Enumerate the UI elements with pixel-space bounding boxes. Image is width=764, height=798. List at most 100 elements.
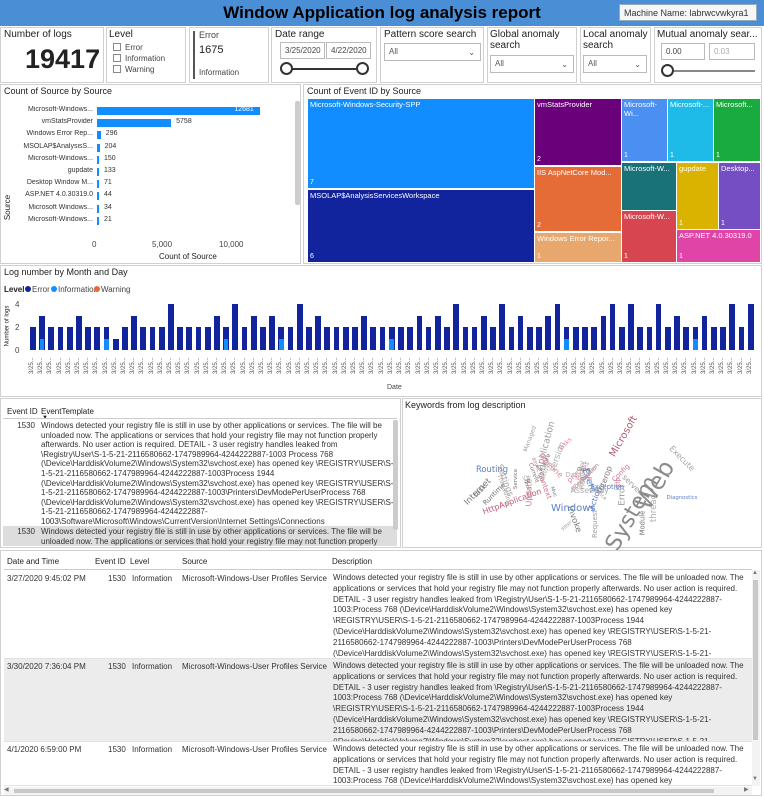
day-bar-error[interactable] xyxy=(352,327,358,350)
source-bar[interactable] xyxy=(97,131,101,140)
day-bar-error[interactable] xyxy=(398,327,404,350)
day-bar-error[interactable] xyxy=(508,327,515,350)
wordcloud-word[interactable]: Service xyxy=(512,468,519,489)
treemap-tile-aspnet[interactable]: ASP.NET 4.0.30319.0 1 xyxy=(676,229,761,263)
wordcloud-word[interactable]: Data xyxy=(565,470,582,479)
wordcloud-word[interactable]: Module xyxy=(638,510,647,536)
day-bar-error[interactable] xyxy=(214,315,220,350)
day-bar-error[interactable] xyxy=(149,327,156,350)
local-anomaly-dropdown[interactable]: All ⌄ xyxy=(583,55,647,73)
mutual-anomaly-min-input[interactable]: 0.00 xyxy=(661,43,705,60)
col-event-id[interactable]: Event ID xyxy=(7,407,38,416)
day-bar-error[interactable] xyxy=(39,315,45,350)
table-row[interactable]: 4/1/2020 6:59:00 PM 1530 Information Mic… xyxy=(4,742,752,786)
treemap-tile-security-spp[interactable]: Microsoft-Windows-Security-SPP 7 xyxy=(307,98,535,189)
day-bar-error[interactable] xyxy=(287,327,294,350)
source-bar[interactable] xyxy=(97,107,261,115)
day-bar-error[interactable] xyxy=(416,315,423,350)
checkbox-icon[interactable] xyxy=(113,54,121,62)
date-start-input[interactable]: 3/25/2020 xyxy=(280,42,325,59)
day-bar-error[interactable] xyxy=(646,327,653,350)
template-scrollbar[interactable] xyxy=(393,420,398,530)
table-row[interactable]: 3/27/2020 9:45:02 PM 1530 Information Mi… xyxy=(4,571,752,659)
mutual-slider-track[interactable] xyxy=(667,70,755,72)
day-bar-error[interactable] xyxy=(94,327,101,350)
wordcloud-word[interactable]: Diagnostics xyxy=(666,495,698,502)
day-bar-information[interactable] xyxy=(104,338,109,350)
day-bar-error[interactable] xyxy=(131,315,137,350)
day-bar-error[interactable] xyxy=(407,327,413,350)
day-bar-error[interactable] xyxy=(618,327,625,350)
day-bar-error[interactable] xyxy=(342,327,349,350)
day-bar-error[interactable] xyxy=(232,304,239,350)
level-option-information[interactable]: Information xyxy=(113,54,165,63)
col-description[interactable]: Description xyxy=(332,557,373,566)
source-chart-scrollbar[interactable] xyxy=(295,101,300,205)
day-bar-error[interactable] xyxy=(48,327,55,350)
day-bar-error[interactable] xyxy=(701,315,708,350)
treemap-tile-ms-5[interactable]: Microsoft-W... 1 xyxy=(621,210,677,263)
day-bar-error[interactable] xyxy=(471,327,478,350)
day-bar-error[interactable] xyxy=(499,304,506,350)
day-bar-error[interactable] xyxy=(76,315,82,350)
day-bar-error[interactable] xyxy=(122,327,128,350)
table-vscroll-thumb[interactable] xyxy=(753,580,758,740)
scroll-down-icon[interactable]: ▼ xyxy=(752,776,758,782)
day-bar-error[interactable] xyxy=(591,327,598,350)
scroll-left-icon[interactable]: ◀ xyxy=(4,787,9,793)
day-bar-error[interactable] xyxy=(526,327,533,350)
day-bar-error[interactable] xyxy=(655,304,662,350)
treemap-tile-ms-3[interactable]: Microsoft... 1 xyxy=(713,98,761,162)
wordcloud-word[interactable]: Routing xyxy=(476,464,509,475)
day-bar-error[interactable] xyxy=(738,327,745,350)
date-slider-start-handle[interactable] xyxy=(280,62,293,75)
day-bar-error[interactable] xyxy=(269,315,275,350)
day-bar-error[interactable] xyxy=(379,327,386,350)
day-bar-information[interactable] xyxy=(693,338,698,350)
day-bar-error[interactable] xyxy=(747,304,754,350)
day-bar-error[interactable] xyxy=(434,315,441,350)
treemap-tile-vmstats[interactable]: vmStatsProvider 2 xyxy=(534,98,622,166)
treemap-tile-wer[interactable]: Windows Error Repor... 1 xyxy=(534,232,622,263)
day-bar-error[interactable] xyxy=(720,327,726,350)
day-bar-information[interactable] xyxy=(564,338,569,350)
day-bar-error[interactable] xyxy=(425,327,432,350)
day-bar-error[interactable] xyxy=(683,327,690,350)
day-bar-information[interactable] xyxy=(389,338,395,350)
wordcloud-word[interactable]: thread xyxy=(649,494,660,523)
day-bar-information[interactable] xyxy=(223,338,229,350)
table-vscroll[interactable]: ▲ ▼ xyxy=(752,570,760,786)
legend-information[interactable]: Information xyxy=(51,285,98,294)
mutual-anomaly-max-input[interactable]: 0.03 xyxy=(709,43,755,60)
day-bar-error[interactable] xyxy=(168,304,174,350)
machine-name-filter[interactable]: Machine Name: labrwcvwkyra1 xyxy=(619,4,757,21)
day-bar-error[interactable] xyxy=(572,327,579,350)
wordcloud-word[interactable]: Assembly xyxy=(570,486,609,496)
day-bar-error[interactable] xyxy=(333,327,340,350)
pattern-search-dropdown[interactable]: All ⌄ xyxy=(384,43,481,61)
day-bar-error[interactable] xyxy=(186,327,193,350)
source-bar[interactable] xyxy=(97,155,99,164)
day-bar-error[interactable] xyxy=(628,304,634,350)
source-bar[interactable] xyxy=(97,204,99,213)
mutual-slider-handle[interactable] xyxy=(661,64,674,77)
day-bar-error[interactable] xyxy=(306,327,312,350)
table-row[interactable]: 3/30/2020 7:36:04 PM 1530 Information Mi… xyxy=(4,659,752,742)
checkbox-icon[interactable] xyxy=(113,43,121,51)
date-end-input[interactable]: 4/22/2020 xyxy=(326,42,371,59)
treemap-tile-desktop[interactable]: Desktop... 1 xyxy=(718,162,761,230)
wordcloud-word[interactable]: Exception xyxy=(590,482,625,491)
date-slider-track[interactable] xyxy=(286,68,364,70)
template-row[interactable]: 1530 Windows detected your registry file… xyxy=(3,526,397,546)
source-bar[interactable] xyxy=(97,192,99,201)
day-bar-error[interactable] xyxy=(195,327,202,350)
day-bar-error[interactable] xyxy=(57,327,64,350)
treemap-tile-ms-4[interactable]: Microsoft-W... xyxy=(621,162,677,211)
col-level[interactable]: Level xyxy=(130,557,150,566)
wordcloud-word[interactable]: Managed xyxy=(523,424,539,453)
wordcloud-word[interactable]: Request xyxy=(590,509,599,538)
source-bar[interactable] xyxy=(97,168,99,176)
day-bar-error[interactable] xyxy=(85,327,91,350)
wordcloud-word[interactable]: Windows xyxy=(551,503,596,514)
source-bar[interactable] xyxy=(97,119,172,128)
